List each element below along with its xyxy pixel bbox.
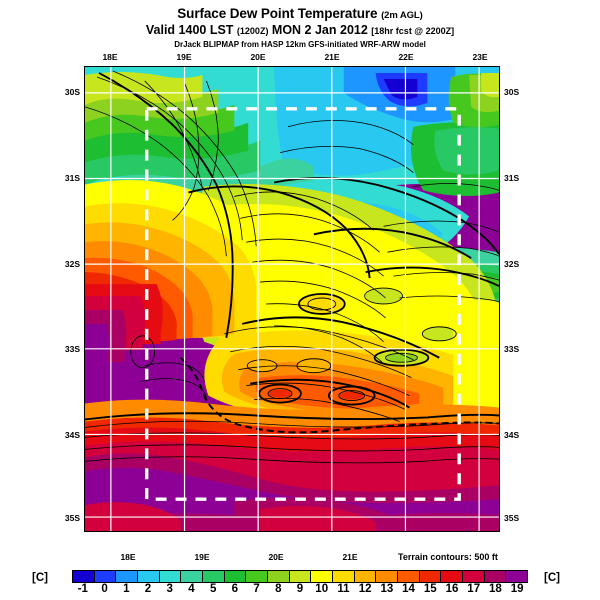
colorbar-swatch-17	[441, 571, 464, 582]
lat-label-left-4: 34S	[64, 430, 80, 440]
lon-label-top-0: 18E	[102, 52, 118, 62]
lon-label-top-2: 20E	[250, 52, 266, 62]
lon-label-top-5: 23E	[472, 52, 488, 62]
colorbar-swatch-4	[159, 571, 182, 582]
colorbar-tick-labels: -1 0 1 2 3 4 5 6 7 8 9 10 11 12 13 14 15 16 17 18 19	[72, 583, 528, 597]
colorbar-swatch-19	[484, 571, 507, 582]
colorbar-swatch-2	[116, 571, 139, 582]
colorbar-tick-16: 16	[445, 583, 459, 595]
lat-label-left-0: 30S	[64, 87, 80, 97]
colorbar-swatch-15	[398, 571, 420, 582]
lat-label-right-3: 33S	[504, 344, 520, 354]
valid-time-utc: (1200Z)	[236, 26, 269, 36]
colorbar-tick-6: 6	[231, 583, 239, 595]
page-title: Surface Dew Point Temperature (2m AGL)	[0, 6, 600, 23]
title-main-suffix: (2m AGL)	[381, 10, 423, 21]
colorbar-tick-8: 8	[275, 583, 282, 595]
colorbar-tick--1: -1	[77, 583, 88, 595]
colorbar-swatch-10	[289, 571, 312, 582]
colorbar-tick-10: 10	[315, 583, 329, 595]
dew-point-heatmap	[85, 67, 499, 531]
colorbar-swatch-18	[463, 571, 485, 582]
lat-label-right-4: 34S	[504, 430, 520, 440]
colorbar-swatch-16	[419, 571, 442, 582]
lat-label-left-3: 33S	[64, 344, 80, 354]
lat-label-left-2: 32S	[64, 259, 80, 269]
valid-time-local: Valid 1400 LST	[145, 23, 234, 37]
colorbar-tick-15: 15	[423, 583, 437, 595]
map-plot-area	[84, 66, 500, 532]
colorbar-tick-13: 13	[380, 583, 394, 595]
colorbar-tick-4: 4	[188, 583, 195, 595]
lon-label-top-1: 19E	[176, 52, 192, 62]
lat-label-left-1: 31S	[64, 173, 80, 183]
colorbar-swatch-12	[333, 571, 355, 582]
colorbar-swatch-7	[224, 571, 247, 582]
colorbar-swatch-11	[311, 571, 334, 582]
lon-label-top-3: 21E	[324, 52, 340, 62]
colorbar	[72, 570, 528, 583]
colorbar-tick-0: 0	[101, 583, 108, 595]
terrain-contours-note: Terrain contours: 500 ft	[398, 552, 498, 562]
colorbar-tick-18: 18	[489, 583, 502, 595]
lat-label-right-2: 32S	[504, 259, 520, 269]
lat-label-right-0: 30S	[504, 87, 520, 97]
lat-label-right-5: 35S	[504, 513, 520, 523]
lat-label-right-1: 31S	[504, 173, 520, 183]
colorbar-swatch-8	[246, 571, 269, 582]
valid-time-line: Valid 1400 LST (1200Z) MON 2 Jan 2012 [1…	[0, 23, 600, 39]
lon-label-bottom-0: 18E	[120, 552, 136, 562]
colorbar-swatch-13	[354, 571, 377, 582]
title-block: Surface Dew Point Temperature (2m AGL) V…	[0, 6, 600, 50]
valid-date: MON 2 Jan 2012	[271, 23, 368, 37]
colorbar-swatch-0	[73, 571, 95, 582]
colorbar-swatch-5	[181, 571, 204, 582]
colorbar-swatch-9	[268, 571, 290, 582]
colorbar-tick-11: 11	[337, 583, 350, 595]
colorbar-swatch-6	[203, 571, 225, 582]
lon-label-bottom-2: 20E	[268, 552, 284, 562]
colorbar-tick-7: 7	[253, 583, 260, 595]
colorbar-swatch-3	[138, 571, 160, 582]
colorbar-tick-19: 19	[510, 583, 524, 595]
colorbar-unit-right: [C]	[544, 572, 560, 584]
colorbar-tick-1: 1	[123, 583, 130, 595]
lon-label-top-4: 22E	[398, 52, 414, 62]
colorbar-swatch-14	[376, 571, 399, 582]
colorbar-tick-3: 3	[166, 583, 173, 595]
colorbar-swatch-1	[94, 571, 117, 582]
colorbar-tick-9: 9	[296, 583, 304, 595]
title-main-text: Surface Dew Point Temperature	[177, 6, 378, 21]
colorbar-tick-12: 12	[358, 583, 372, 595]
colorbar-tick-5: 5	[209, 583, 217, 595]
lat-label-left-5: 35S	[64, 513, 80, 523]
colorbar-unit-left: [C]	[32, 572, 48, 584]
lon-label-bottom-1: 19E	[194, 552, 210, 562]
colorbar-tick-14: 14	[402, 583, 415, 595]
lon-label-bottom-3: 21E	[342, 552, 358, 562]
colorbar-tick-2: 2	[144, 583, 152, 595]
model-credit: DrJack BLIPMAP from HASP 12km GFS-initia…	[174, 40, 426, 49]
colorbar-swatch-20	[506, 571, 528, 582]
forecast-note: [18hr fcst @ 2200Z]	[371, 26, 455, 36]
colorbar-tick-17: 17	[467, 583, 481, 595]
